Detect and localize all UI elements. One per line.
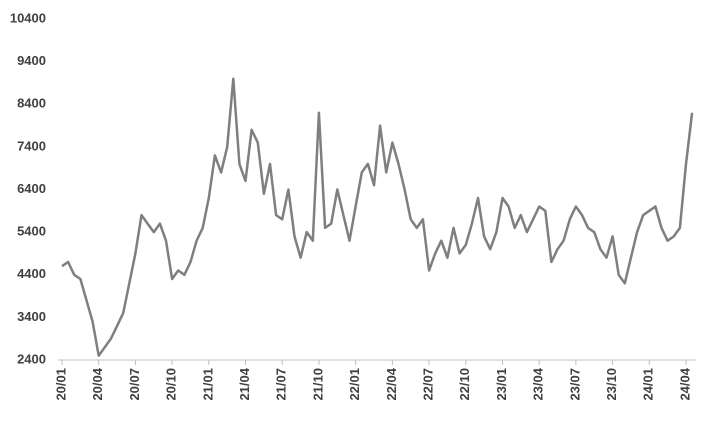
x-tick-label: 21/04	[237, 367, 252, 400]
x-tick-label: 20/04	[90, 367, 105, 400]
x-tick-label: 22/04	[384, 367, 399, 400]
x-tick-label: 20/07	[127, 368, 142, 401]
x-tick-label: 24/01	[641, 368, 656, 401]
x-tick-label: 21/01	[200, 368, 215, 401]
y-tick-label: 4400	[17, 266, 46, 281]
x-tick-label: 24/04	[677, 367, 692, 400]
x-tick-label: 20/10	[164, 368, 179, 401]
x-tick-label: 21/07	[274, 368, 289, 401]
y-tick-label: 8400	[17, 96, 46, 111]
y-tick-label: 5400	[17, 224, 46, 239]
x-tick-label: 22/01	[347, 368, 362, 401]
x-tick-label: 22/07	[420, 368, 435, 401]
y-tick-label: 7400	[17, 138, 46, 153]
x-tick-label: 23/07	[567, 368, 582, 401]
y-tick-label: 9400	[17, 53, 46, 68]
x-tick-label: 20/01	[53, 368, 68, 401]
y-tick-label: 3400	[17, 309, 46, 324]
y-tick-label: 10400	[10, 10, 46, 25]
x-tick-label: 22/10	[457, 368, 472, 401]
x-tick-label: 23/01	[494, 368, 509, 401]
x-tick-label: 23/04	[531, 367, 546, 400]
y-tick-label: 6400	[17, 181, 46, 196]
x-tick-label: 21/10	[310, 368, 325, 401]
line	[61, 77, 694, 357]
x-tick-label: 23/10	[604, 368, 619, 401]
y-tick-label: 2400	[17, 351, 46, 366]
